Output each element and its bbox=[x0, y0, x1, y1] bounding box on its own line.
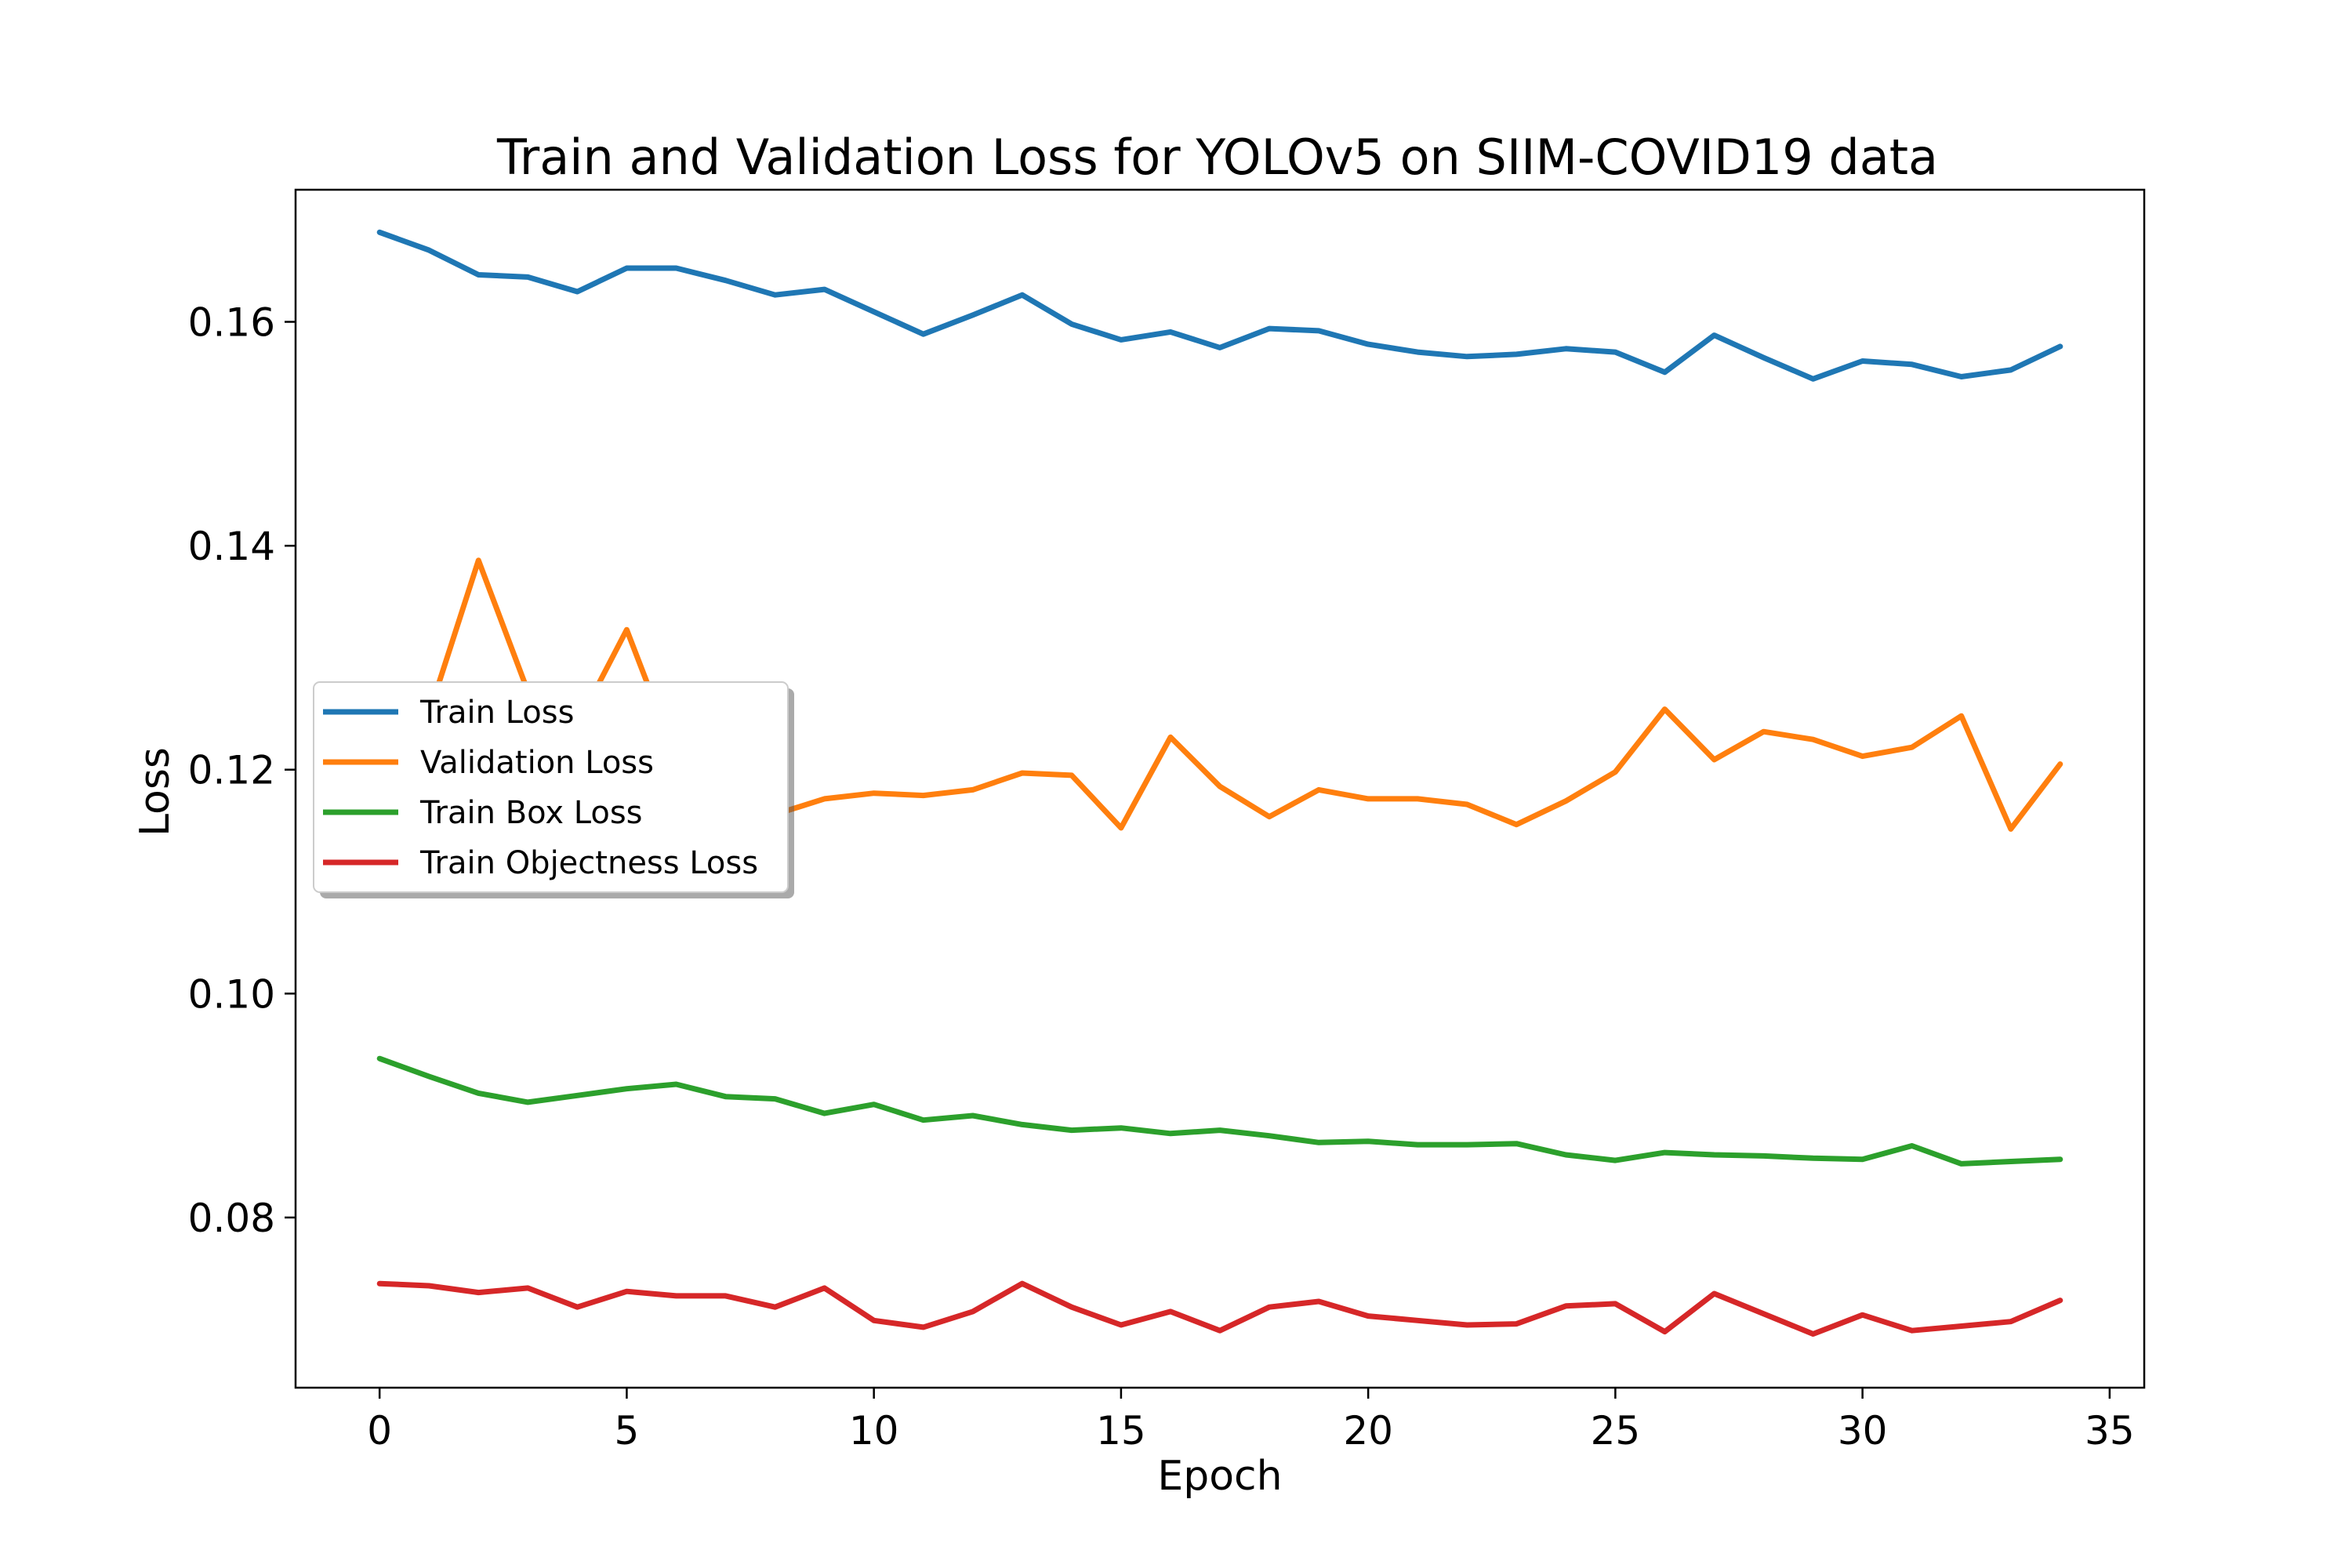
y-axis-ticks: 0.08 0.10 0.12 0.14 0.16 bbox=[188, 300, 296, 1241]
x-tick-label: 15 bbox=[1096, 1408, 1146, 1454]
x-tick-label: 5 bbox=[615, 1408, 640, 1454]
y-tick-label: 0.14 bbox=[188, 524, 275, 569]
y-axis-label: Loss bbox=[132, 747, 179, 837]
x-tick-label: 10 bbox=[849, 1408, 899, 1454]
x-axis-ticks: 0 5 10 15 20 25 30 35 bbox=[367, 1388, 2135, 1454]
legend: Train Loss Validation Loss Train Box Loss T… bbox=[313, 681, 794, 898]
y-tick-label: 0.12 bbox=[188, 748, 275, 793]
y-tick-label: 0.10 bbox=[188, 971, 275, 1017]
legend-entries: Train Loss Validation Loss Train Box Loss T… bbox=[323, 695, 758, 881]
y-tick-label: 0.08 bbox=[188, 1196, 275, 1241]
legend-label: Train Box Loss bbox=[419, 795, 643, 831]
x-tick-label: 25 bbox=[1591, 1408, 1641, 1454]
series-line-2 bbox=[376, 1055, 2063, 1167]
x-tick-label: 35 bbox=[2085, 1408, 2135, 1454]
x-tick-label: 20 bbox=[1343, 1408, 1393, 1454]
series-line-0 bbox=[376, 229, 2063, 382]
legend-label: Train Loss bbox=[419, 695, 574, 731]
x-tick-label: 30 bbox=[1838, 1408, 1888, 1454]
x-axis-label: Epoch bbox=[1157, 1453, 1282, 1500]
legend-label: Validation Loss bbox=[420, 745, 654, 781]
legend-box bbox=[313, 681, 789, 893]
x-tick-label: 0 bbox=[367, 1408, 392, 1454]
plot-area bbox=[294, 188, 2146, 1389]
legend-label: Train Objectness Loss bbox=[419, 845, 758, 881]
chart-title: Train and Validation Loss for YOLOv5 on … bbox=[496, 129, 1938, 186]
series-line-3 bbox=[376, 1280, 2063, 1337]
y-tick-label: 0.16 bbox=[188, 300, 275, 346]
